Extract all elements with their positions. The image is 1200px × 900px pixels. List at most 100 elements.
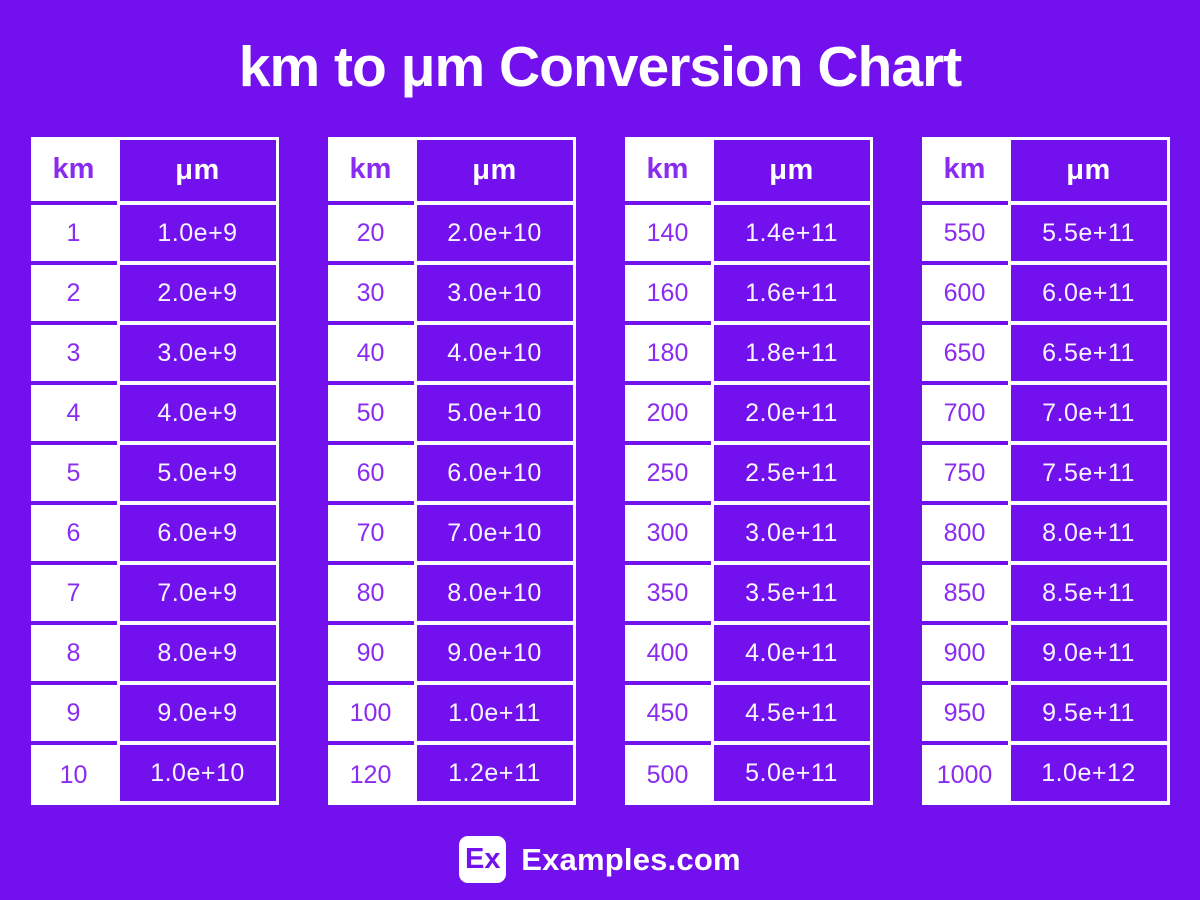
table-row: 2 2.0e+9 [30,265,279,325]
table-row: 200 2.0e+11 [624,385,873,445]
table-row: 180 1.8e+11 [624,325,873,385]
km-value-cell: 400 [624,625,711,685]
km-value-cell: 2 [30,265,117,325]
km-value-cell: 750 [921,445,1008,505]
km-value-cell: 450 [624,685,711,745]
conversion-table: km μm 1 1.0e+9 2 2.0e+9 3 3.0e+9 4 4.0e+9 5 5.0e+9 6… [30,137,279,805]
table-row: 5 5.0e+9 [30,445,279,505]
km-header-cell: km [624,137,711,205]
km-value-cell: 350 [624,565,711,625]
km-value-cell: 3 [30,325,117,385]
km-value-cell: 40 [327,325,414,385]
table-row: 500 5.0e+11 [624,745,873,805]
table-row: 800 8.0e+11 [921,505,1170,565]
um-value-cell: 5.0e+10 [413,385,576,445]
table-row: 70 7.0e+10 [327,505,576,565]
um-value-cell: 7.0e+9 [116,565,279,625]
brand-name: Examples.com [521,841,741,877]
table-row: 250 2.5e+11 [624,445,873,505]
km-value-cell: 100 [327,685,414,745]
km-value-cell: 700 [921,385,1008,445]
um-value-cell: 5.5e+11 [1007,205,1170,265]
table-row: 7 7.0e+9 [30,565,279,625]
um-value-cell: 8.0e+10 [413,565,576,625]
page-title: km to μm Conversion Chart [238,35,963,99]
conversion-tables: km μm 1 1.0e+9 2 2.0e+9 3 3.0e+9 4 4.0e+9 5 5.0e+9 6… [0,137,1200,805]
km-value-cell: 9 [30,685,117,745]
table-row: 120 1.2e+11 [327,745,576,805]
km-value-cell: 30 [327,265,414,325]
table-row: 50 5.0e+10 [327,385,576,445]
table-row: 10 1.0e+10 [30,745,279,805]
km-value-cell: 140 [624,205,711,265]
km-value-cell: 4 [30,385,117,445]
km-value-cell: 250 [624,445,711,505]
um-value-cell: 1.2e+11 [413,745,576,805]
km-value-cell: 20 [327,205,414,265]
table-row: 20 2.0e+10 [327,205,576,265]
km-value-cell: 80 [327,565,414,625]
km-header-cell: km [30,137,117,205]
um-value-cell: 5.0e+11 [710,745,873,805]
table-row: 3 3.0e+9 [30,325,279,385]
um-value-cell: 6.0e+9 [116,505,279,565]
um-value-cell: 2.5e+11 [710,445,873,505]
um-value-cell: 5.0e+9 [116,445,279,505]
km-value-cell: 650 [921,325,1008,385]
table-row: 600 6.0e+11 [921,265,1170,325]
km-value-cell: 70 [327,505,414,565]
km-value-cell: 550 [921,205,1008,265]
km-value-cell: 180 [624,325,711,385]
um-header-cell: μm [710,137,873,205]
table-row: 140 1.4e+11 [624,205,873,265]
table-row: 1000 1.0e+12 [921,745,1170,805]
km-value-cell: 5 [30,445,117,505]
km-value-cell: 950 [921,685,1008,745]
um-value-cell: 1.0e+10 [116,745,279,805]
km-value-cell: 6 [30,505,117,565]
km-value-cell: 8 [30,625,117,685]
um-value-cell: 2.0e+11 [710,385,873,445]
table-row: 60 6.0e+10 [327,445,576,505]
table-row: 30 3.0e+10 [327,265,576,325]
table-row: 90 9.0e+10 [327,625,576,685]
um-value-cell: 9.0e+11 [1007,625,1170,685]
um-value-cell: 3.0e+9 [116,325,279,385]
um-value-cell: 4.0e+9 [116,385,279,445]
km-value-cell: 1000 [921,745,1008,805]
table-row: 350 3.5e+11 [624,565,873,625]
um-value-cell: 8.5e+11 [1007,565,1170,625]
km-value-cell: 120 [327,745,414,805]
km-value-cell: 900 [921,625,1008,685]
um-value-cell: 7.5e+11 [1007,445,1170,505]
table-row: 850 8.5e+11 [921,565,1170,625]
um-header-cell: μm [116,137,279,205]
um-value-cell: 8.0e+9 [116,625,279,685]
table-row: 900 9.0e+11 [921,625,1170,685]
um-value-cell: 2.0e+9 [116,265,279,325]
um-value-cell: 1.0e+12 [1007,745,1170,805]
um-value-cell: 7.0e+10 [413,505,576,565]
table-row: 4 4.0e+9 [30,385,279,445]
um-value-cell: 3.5e+11 [710,565,873,625]
km-value-cell: 90 [327,625,414,685]
table-row: 400 4.0e+11 [624,625,873,685]
km-header-cell: km [921,137,1008,205]
um-value-cell: 1.6e+11 [710,265,873,325]
um-value-cell: 1.4e+11 [710,205,873,265]
km-value-cell: 600 [921,265,1008,325]
examples-logo-icon: Ex [459,836,507,883]
um-value-cell: 3.0e+11 [710,505,873,565]
table-row: 8 8.0e+9 [30,625,279,685]
um-value-cell: 2.0e+10 [413,205,576,265]
km-value-cell: 50 [327,385,414,445]
um-value-cell: 8.0e+11 [1007,505,1170,565]
km-value-cell: 7 [30,565,117,625]
km-value-cell: 160 [624,265,711,325]
km-value-cell: 60 [327,445,414,505]
um-value-cell: 9.0e+9 [116,685,279,745]
um-value-cell: 9.0e+10 [413,625,576,685]
conversion-table: km μm 20 2.0e+10 30 3.0e+10 40 4.0e+10 50 5.0e+10… [327,137,576,805]
footer: Ex Examples.com [0,836,1200,883]
km-value-cell: 800 [921,505,1008,565]
